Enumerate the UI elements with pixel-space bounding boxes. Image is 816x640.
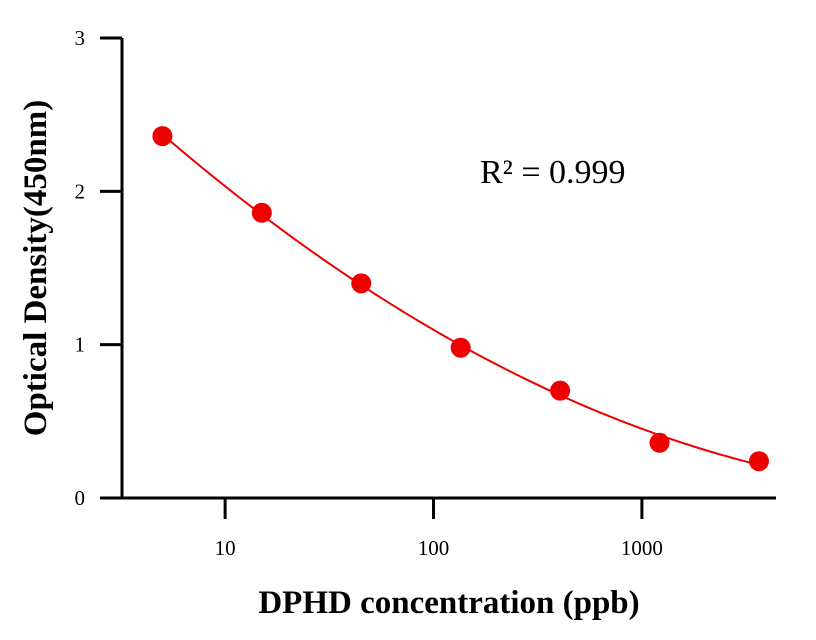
data-point xyxy=(748,451,769,472)
x-tick-label: 100 xyxy=(418,536,450,560)
data-point xyxy=(351,273,372,294)
y-tick-label: 1 xyxy=(75,333,86,357)
fit-curve xyxy=(161,133,760,466)
data-point xyxy=(152,126,173,147)
x-axis-title: DPHD concentration (ppb) xyxy=(258,585,639,621)
data-point xyxy=(251,202,272,223)
fit-curve-layer xyxy=(161,133,760,466)
ticks: 0 1 2 3 10 100 1000 xyxy=(75,26,663,560)
axes xyxy=(120,38,776,500)
r-squared-annotation: R² = 0.999 xyxy=(480,154,626,191)
data-point xyxy=(450,337,471,358)
y-tick-label: 0 xyxy=(75,486,86,510)
y-axis-title: Optical Density(450nm) xyxy=(18,100,54,436)
x-tick-label: 1000 xyxy=(621,536,663,560)
x-tick-label: 10 xyxy=(215,536,236,560)
data-point xyxy=(550,380,571,401)
y-tick-label: 2 xyxy=(75,179,86,203)
data-point xyxy=(649,432,670,453)
y-tick-label: 3 xyxy=(75,26,86,50)
data-points xyxy=(152,126,769,472)
